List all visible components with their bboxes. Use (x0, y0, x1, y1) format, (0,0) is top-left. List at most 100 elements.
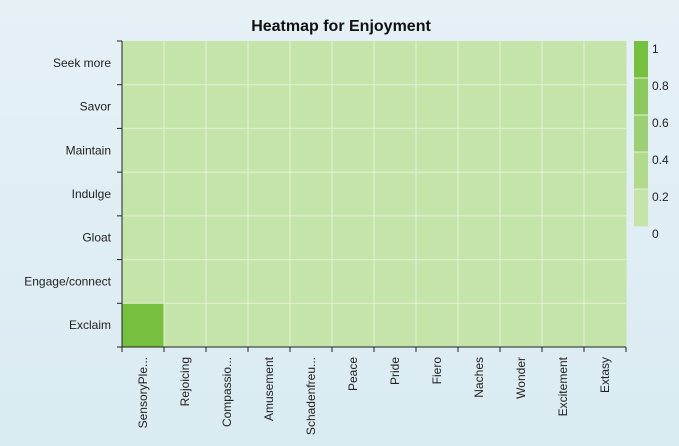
heatmap-cell (584, 172, 627, 217)
x-tick-label: Amusement (262, 356, 276, 421)
legend-label: 0.8 (652, 79, 669, 93)
heatmap-cell (500, 215, 543, 261)
heatmap-cell (122, 84, 165, 129)
x-tick-label: Schadenfreu... (304, 357, 318, 435)
heatmap-cell (374, 84, 417, 129)
y-tick-label: Savor (80, 100, 111, 114)
x-tick-label: Peace (346, 357, 360, 391)
x-tick-label: SensoryPle... (136, 357, 150, 428)
legend-label: 0 (652, 227, 659, 241)
heatmap-cell (374, 303, 417, 348)
heatmap-cell (416, 172, 459, 217)
heatmap-cell (584, 259, 627, 304)
heatmap-cell (206, 259, 249, 304)
heatmap-cell (332, 215, 375, 261)
heatmap-cell (332, 128, 375, 173)
heatmap-cell (374, 172, 417, 217)
heatmap-cell (206, 128, 249, 173)
heatmap-cell (500, 128, 543, 173)
y-tick-label: Gloat (82, 231, 111, 245)
y-tick-label: Maintain (66, 143, 111, 157)
heatmap-cell (458, 259, 501, 304)
heatmap-cell (248, 128, 291, 173)
heatmap-cell (458, 41, 501, 86)
y-tick-label: Engage/connect (24, 274, 111, 288)
heatmap-cell (458, 128, 501, 173)
heatmap-cell (290, 41, 333, 86)
heatmap-cell (332, 41, 375, 86)
heatmap-cell (122, 303, 165, 348)
heatmap-cell (290, 259, 333, 304)
heatmap-cell (206, 303, 249, 348)
heatmap-cell (500, 259, 543, 304)
heatmap-cell (332, 259, 375, 304)
heatmap-cell (122, 215, 165, 261)
heatmap-cell (542, 41, 585, 86)
heatmap-cell (458, 215, 501, 261)
y-tick-label: Exclaim (69, 318, 111, 332)
heatmap-cell (374, 128, 417, 173)
x-tick-labels: SensoryPle... Rejoicing Compassio... Amusem… (136, 356, 612, 435)
heatmap-cell (248, 215, 291, 261)
heatmap-cell (122, 128, 165, 173)
y-tick-labels: Seek more Savor Maintain Indulge Gloat Engage… (24, 56, 111, 332)
heatmap-cell (374, 215, 417, 261)
heatmap-cell (290, 172, 333, 217)
heatmap-cell (584, 128, 627, 173)
x-tick-label: Compassio... (220, 357, 234, 427)
heatmap-cell (458, 84, 501, 129)
heatmap-cell (500, 303, 543, 348)
heatmap-cell (290, 128, 333, 173)
heatmap-cell (500, 172, 543, 217)
legend-swatch (634, 152, 648, 190)
heatmap-cell (416, 41, 459, 86)
legend-label: 0.6 (652, 116, 669, 130)
heatmap-cell (122, 259, 165, 304)
y-tick-label: Seek more (53, 56, 111, 70)
chart-title: Heatmap for Enjoyment (251, 18, 431, 35)
heatmap-cell (248, 41, 291, 86)
legend-label: 0.2 (652, 190, 669, 204)
heatmap-cell (500, 41, 543, 86)
x-tick-label: Pride (388, 357, 402, 385)
heatmap-cell (416, 303, 459, 348)
x-tick-label: Excitement (556, 356, 570, 416)
grid-lines (122, 41, 626, 347)
legend-swatch (634, 189, 648, 227)
heatmap-cell (374, 259, 417, 304)
legend-label: 0.4 (652, 153, 669, 167)
x-tick-label: Extasy (598, 357, 612, 393)
heatmap-cell (500, 84, 543, 129)
heatmap-cell (416, 215, 459, 261)
heatmap-cell (164, 215, 207, 261)
heatmap-cell (248, 259, 291, 304)
x-tick-label: Wonder (514, 357, 528, 399)
heatmap-cell (122, 172, 165, 217)
heatmap-cell (164, 303, 207, 348)
legend-swatch (634, 41, 648, 79)
heatmap-cell (290, 84, 333, 129)
heatmap-cell (206, 215, 249, 261)
heatmap-cell (332, 303, 375, 348)
heatmap-cell (332, 84, 375, 129)
y-tick-label: Indulge (72, 187, 112, 201)
heatmap-cell (542, 303, 585, 348)
heatmap-cell (542, 259, 585, 304)
heatmap-cell (584, 303, 627, 348)
legend-swatch (634, 115, 648, 153)
heatmap-cell (542, 215, 585, 261)
heatmap-cell (164, 172, 207, 217)
heatmap-cell (542, 84, 585, 129)
heatmap-cell (542, 172, 585, 217)
heatmap-cell (164, 128, 207, 173)
heatmap-cell (248, 172, 291, 217)
heatmap-cell (164, 259, 207, 304)
x-tick-label: Rejoicing (178, 357, 192, 406)
heatmap-cell (458, 172, 501, 217)
heatmap-cell (164, 41, 207, 86)
heatmap-cell (290, 303, 333, 348)
heatmap-cell (122, 41, 165, 86)
heatmap-cell (584, 84, 627, 129)
heatmap-cell (584, 41, 627, 86)
